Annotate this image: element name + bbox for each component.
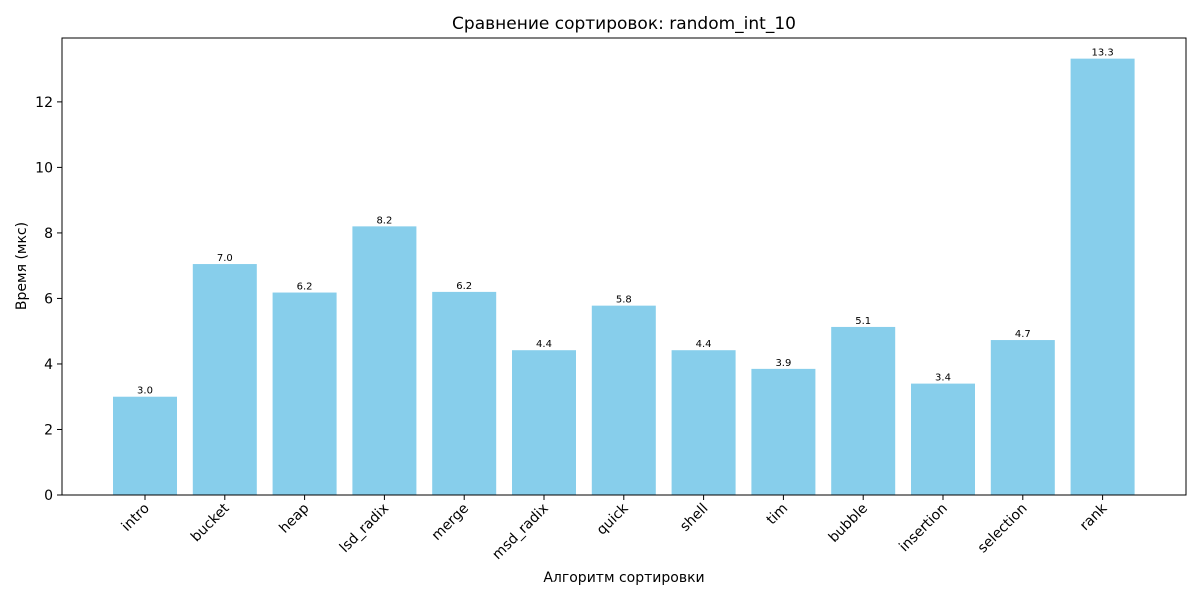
bar-value-label: 13.3 [1091, 48, 1113, 59]
bar-tim [751, 368, 816, 495]
x-tick-label: rank [1077, 500, 1111, 534]
bar-intro [113, 396, 177, 495]
y-tick-label: 10 [35, 160, 53, 176]
x-tick-label: selection [975, 501, 1031, 557]
bar-selection [990, 340, 1055, 495]
y-tick-label: 0 [44, 488, 53, 504]
bar-lsd_radix [352, 226, 417, 495]
bar-value-label: 3.0 [137, 386, 153, 397]
bar-merge [432, 291, 497, 495]
bar-value-label: 4.7 [1015, 329, 1031, 340]
y-tick-label: 6 [44, 291, 53, 307]
bar-shell [671, 350, 736, 495]
bar-bucket [192, 264, 257, 495]
x-tick-label: shell [677, 501, 711, 535]
plot-area: 0 2 4 6 8 10 12 3.0 intro 7.0 bucket 6.2 heap 8.2 lsd_… [35, 48, 1135, 563]
bar-value-label: 3.9 [775, 358, 791, 369]
plot-frame [61, 37, 1187, 496]
x-tick-label: merge [429, 501, 472, 544]
y-tick-label: 4 [44, 357, 53, 373]
x-tick-label: quick [594, 500, 632, 538]
x-tick-label: tim [764, 501, 792, 529]
bar-value-label: 7.0 [217, 253, 233, 264]
chart-title: Сравнение сортировок: random_int_10 [452, 14, 796, 34]
x-tick-label: heap [276, 500, 312, 536]
x-tick-label: msd_radix [489, 501, 551, 563]
bar-value-label: 5.1 [855, 316, 871, 327]
bar-heap [272, 292, 337, 495]
x-tick-label: bubble [826, 501, 871, 546]
bar-quick [591, 305, 656, 495]
x-tick-label: lsd_radix [337, 501, 392, 556]
bar-value-label: 4.4 [696, 339, 712, 350]
bar-rank [1070, 58, 1135, 496]
bar-msd_radix [512, 350, 576, 495]
bar-value-label: 3.4 [935, 373, 951, 384]
bar-value-label: 5.8 [616, 295, 632, 306]
y-axis-title: Время (мкс) [14, 222, 30, 310]
y-tick-label: 8 [44, 226, 53, 242]
x-tick-label: bucket [188, 500, 233, 545]
x-axis-title: Алгоритм сортировки [543, 570, 704, 586]
bar-insertion [911, 383, 975, 495]
y-tick-label: 2 [44, 422, 53, 438]
x-tick-label: insertion [896, 501, 951, 556]
bar-value-label: 6.2 [297, 282, 313, 293]
y-tick-label: 12 [35, 95, 53, 111]
bar-bubble [831, 326, 896, 495]
bar-value-label: 4.4 [536, 339, 552, 350]
x-tick-label: intro [119, 501, 153, 535]
bar-value-label: 8.2 [376, 215, 392, 226]
bar-value-label: 6.2 [456, 281, 472, 292]
